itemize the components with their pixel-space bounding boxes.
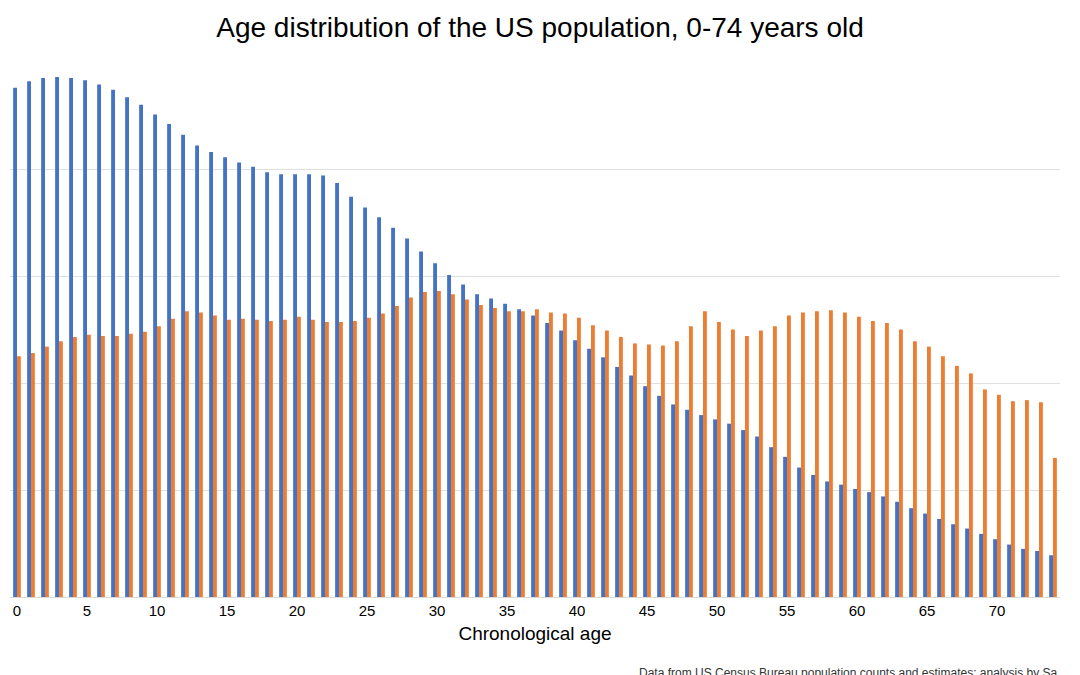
- svg-text:Age distribution of the US pop: Age distribution of the US population, 0…: [216, 12, 864, 43]
- svg-text:70: 70: [989, 602, 1006, 619]
- svg-text:30: 30: [429, 602, 446, 619]
- svg-text:25: 25: [359, 602, 376, 619]
- svg-text:0: 0: [13, 602, 21, 619]
- svg-text:45: 45: [639, 602, 656, 619]
- svg-text:40: 40: [569, 602, 586, 619]
- svg-text:60: 60: [849, 602, 866, 619]
- svg-text:35: 35: [499, 602, 516, 619]
- svg-text:20: 20: [289, 602, 306, 619]
- svg-text:Chronological age: Chronological age: [458, 623, 611, 644]
- svg-text:Data from US Census Bureau pop: Data from US Census Bureau population co…: [639, 666, 1058, 675]
- svg-text:5: 5: [83, 602, 91, 619]
- svg-text:15: 15: [219, 602, 236, 619]
- svg-text:50: 50: [709, 602, 726, 619]
- svg-text:65: 65: [919, 602, 936, 619]
- svg-text:55: 55: [779, 602, 796, 619]
- svg-text:10: 10: [149, 602, 166, 619]
